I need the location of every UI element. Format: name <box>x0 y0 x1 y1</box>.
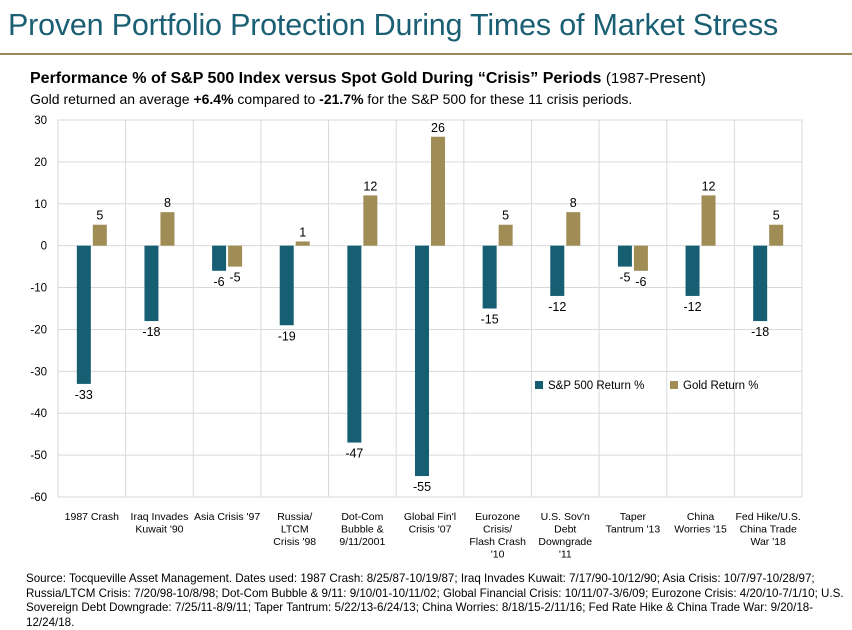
gold-value-label: 12 <box>702 179 716 193</box>
gold-bar <box>160 212 175 246</box>
gold-value-label: -5 <box>230 271 241 285</box>
x-category-label: Crisis/ <box>483 524 512 536</box>
x-category-label: Bubble & <box>341 524 384 536</box>
gold-bar <box>228 245 243 267</box>
page-title: Proven Portfolio Protection During Times… <box>8 8 779 42</box>
gold-value-label: -6 <box>635 275 646 289</box>
x-category-label: China Trade <box>740 524 797 536</box>
x-category-label: China <box>687 511 715 523</box>
sp500-bar <box>347 245 362 443</box>
plot-area <box>57 119 803 498</box>
gold-bar <box>633 245 648 271</box>
sp500-bar <box>685 245 700 296</box>
y-tick-label: -10 <box>30 283 47 295</box>
subtitle-mid: compared to <box>233 91 320 107</box>
x-category-label: Flash Crash <box>469 536 526 548</box>
gold-value-label: 1 <box>299 225 306 239</box>
x-category-label: Asia Crisis '97 <box>194 511 260 523</box>
subtitle-pre: Gold returned an average <box>30 91 194 107</box>
sp500-value-label: -47 <box>345 447 363 461</box>
gold-bar <box>92 224 107 246</box>
gold-bar <box>431 136 445 246</box>
legend-sp500-label: S&P 500 Return % <box>548 380 644 392</box>
gold-value-label: 26 <box>431 121 445 135</box>
gold-value-label: 5 <box>773 209 780 223</box>
x-category-label: Crisis '07 <box>409 524 452 536</box>
x-category-label: Dot-Com <box>341 511 383 523</box>
x-category-label: 9/11/2001 <box>339 536 385 548</box>
sp500-bar <box>753 245 768 322</box>
chart-heading-period: (1987-Present) <box>605 70 706 87</box>
y-tick-label: -60 <box>30 492 47 504</box>
legend-gold-swatch <box>670 381 678 389</box>
gold-bar <box>295 241 310 246</box>
x-category-label: '10 <box>491 549 505 561</box>
x-category-label: Iraq Invades <box>131 511 189 523</box>
x-category-label: War '18 <box>750 536 786 548</box>
gold-value-label: 5 <box>96 209 103 223</box>
gold-value-label: 8 <box>164 196 171 210</box>
subtitle-sp500-average: -21.7% <box>319 91 364 107</box>
x-category-label: '11 <box>559 549 572 561</box>
sp500-bar <box>212 245 227 271</box>
x-category-label: Global Fin'l <box>404 511 456 523</box>
y-tick-label: -30 <box>30 366 47 378</box>
sp500-value-label: -19 <box>278 329 296 343</box>
x-category-label: Russia/ <box>277 511 312 523</box>
x-category-label: Taper <box>620 511 647 523</box>
chart-subtitle: Gold returned an average +6.4% compared … <box>30 91 632 107</box>
legend-gold-label: Gold Return % <box>683 380 758 392</box>
sp500-bar <box>279 245 294 326</box>
sp500-bar <box>144 245 159 322</box>
y-tick-label: -20 <box>30 324 47 336</box>
x-category-label: Tantrum '13 <box>606 524 661 536</box>
x-category-label: 1987 Crash <box>65 511 119 523</box>
legend-sp500-swatch <box>535 381 543 389</box>
source-note: Source: Tocqueville Asset Management. Da… <box>26 572 844 629</box>
subtitle-post: for the S&P 500 for these 11 crisis peri… <box>363 91 633 107</box>
sp500-value-label: -18 <box>142 325 160 339</box>
sp500-bar <box>482 245 497 309</box>
sp500-value-label: -12 <box>548 300 566 314</box>
gold-value-label: 5 <box>502 209 509 223</box>
sp500-value-label: -33 <box>75 388 93 402</box>
sp500-value-label: -6 <box>214 275 225 289</box>
sp500-bar <box>76 245 91 384</box>
x-category-label: Downgrade <box>538 536 592 548</box>
gold-bar <box>769 224 784 246</box>
x-category-label: Worries '15 <box>674 524 727 536</box>
x-category-label: Kuwait '90 <box>135 524 183 536</box>
sp500-value-label: -55 <box>413 480 431 494</box>
sp500-bar <box>550 245 565 296</box>
gold-value-label: 12 <box>363 179 377 193</box>
gold-bar <box>566 212 581 246</box>
sp500-value-label: -18 <box>751 325 769 339</box>
y-tick-label: 10 <box>34 199 47 211</box>
y-tick-label: -50 <box>30 450 47 462</box>
gold-value-label: 8 <box>570 196 577 210</box>
y-tick-label: 0 <box>41 241 47 253</box>
gold-bar <box>498 224 513 246</box>
x-category-label: U.S. Sov'n <box>541 511 590 523</box>
x-category-label: Fed Hike/U.S. <box>736 511 801 523</box>
subtitle-gold-average: +6.4% <box>193 91 234 107</box>
y-tick-label: -40 <box>30 408 47 420</box>
x-category-label: LTCM <box>281 524 309 536</box>
sp500-value-label: -5 <box>619 271 630 285</box>
gold-bar <box>363 195 378 246</box>
sp500-bar <box>617 245 632 267</box>
gold-bar <box>701 195 716 246</box>
y-tick-label: 30 <box>34 115 47 127</box>
sp500-value-label: -12 <box>684 300 702 314</box>
x-category-label: Debt <box>554 524 576 536</box>
x-category-label: Crisis '98 <box>273 536 316 548</box>
chart-heading: Performance % of S&P 500 Index versus Sp… <box>30 70 706 88</box>
sp500-bar <box>415 245 429 477</box>
chart-heading-main: Performance % of S&P 500 Index versus Sp… <box>30 70 602 87</box>
title-divider <box>0 53 852 55</box>
sp500-value-label: -15 <box>481 313 499 327</box>
x-category-label: Eurozone <box>475 511 520 523</box>
y-tick-label: 20 <box>34 157 47 169</box>
